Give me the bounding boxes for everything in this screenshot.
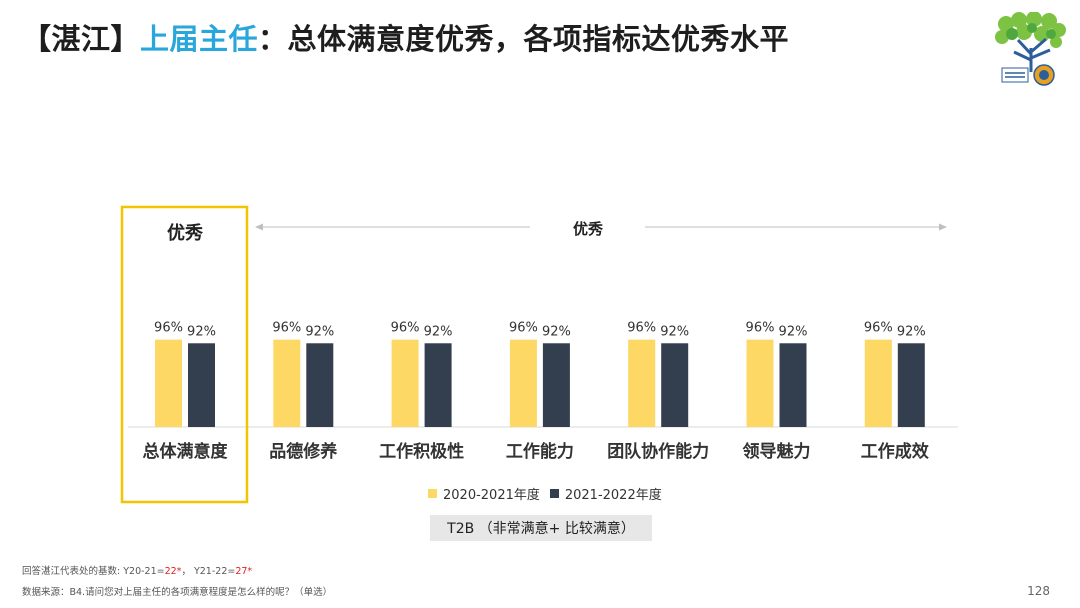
data-label-series-1-3: 96%	[509, 321, 538, 336]
data-label-series-1-6: 96%	[864, 321, 893, 336]
highlight-box-label: 优秀	[167, 222, 203, 244]
highlight-box	[120, 205, 249, 504]
data-label-series-2-4: 92%	[660, 324, 689, 339]
base-value-y21-22: 27*	[235, 566, 253, 577]
base-note-mid: ， Y21-22=	[181, 566, 236, 577]
data-source-note: 数据来源：B4.请问您对上届主任的各项满意程度是怎么样的呢？（单选）	[22, 587, 333, 598]
bar-series-1-4	[628, 339, 656, 427]
title-rest: ：总体满意度优秀，各项指标达优秀水平	[258, 22, 790, 56]
range-arrow-left-head	[255, 223, 263, 231]
bar-series-2-3	[542, 343, 570, 427]
category-label-5: 领导魅力	[743, 441, 811, 462]
tree-logo-icon	[995, 12, 1066, 86]
bar-series-2-1	[306, 343, 334, 427]
bar-series-2-4	[661, 343, 689, 427]
base-note-prefix: 回答湛江代表处的基数: Y20-21=	[22, 566, 165, 577]
base-value-y20-21: 22*	[164, 566, 182, 577]
title-highlight: 上届主任	[140, 22, 259, 56]
category-label-3: 工作能力	[506, 441, 574, 462]
bar-series-2-6	[897, 343, 925, 427]
legend-swatch-series-2	[549, 489, 559, 498]
data-label-series-1-0: 96%	[154, 321, 183, 336]
bar-series-2-2	[424, 343, 452, 427]
range-arrow-right-head	[939, 223, 947, 231]
data-label-series-2-2: 92%	[424, 324, 453, 339]
page-title: 【湛江】上届主任：总体满意度优秀，各项指标达优秀水平	[22, 16, 789, 58]
bar-series-1-6	[864, 339, 892, 427]
page-number: 128	[1027, 584, 1050, 598]
data-label-series-2-0: 92%	[187, 324, 216, 339]
measure-label: T2B （非常满意+ 比较满意）	[430, 515, 652, 541]
legend-label-series-2: 2021-2022年度	[564, 488, 662, 503]
data-label-series-1-2: 96%	[391, 321, 420, 336]
legend-item-series-1: 2020-2021年度	[428, 484, 540, 503]
bar-series-2-0	[188, 343, 215, 427]
range-annotation-label: 优秀	[573, 220, 604, 238]
category-label-1: 品德修养	[269, 441, 338, 462]
base-note: 回答湛江代表处的基数: Y20-21=22*， Y21-22=27*	[22, 563, 252, 577]
data-label-series-2-6: 92%	[897, 324, 926, 339]
bar-series-1-0	[155, 339, 182, 427]
bar-series-1-3	[509, 339, 537, 427]
legend-item-series-2: 2021-2022年度	[549, 484, 662, 503]
data-label-series-2-5: 92%	[779, 324, 808, 339]
data-label-series-2-1: 92%	[305, 324, 334, 339]
bar-series-1-5	[746, 339, 774, 427]
bar-series-2-5	[779, 343, 807, 427]
category-label-6: 工作成效	[861, 441, 929, 462]
category-label-0: 总体满意度	[143, 441, 229, 462]
title-prefix: 【湛江】	[22, 22, 141, 56]
category-label-4: 团队协作能力	[607, 441, 709, 462]
category-label-2: 工作积极性	[379, 441, 464, 462]
legend-swatch-series-1	[428, 489, 437, 498]
bar-series-1-2	[391, 339, 419, 427]
data-label-series-2-3: 92%	[542, 324, 571, 339]
bar-series-1-1	[273, 339, 301, 427]
chart-legend: 2020-2021年度 2021-2022年度	[428, 484, 672, 503]
data-label-series-1-5: 96%	[746, 321, 775, 336]
data-label-series-1-1: 96%	[272, 321, 301, 336]
legend-label-series-1: 2020-2021年度	[443, 488, 540, 503]
data-label-series-1-4: 96%	[627, 321, 656, 336]
